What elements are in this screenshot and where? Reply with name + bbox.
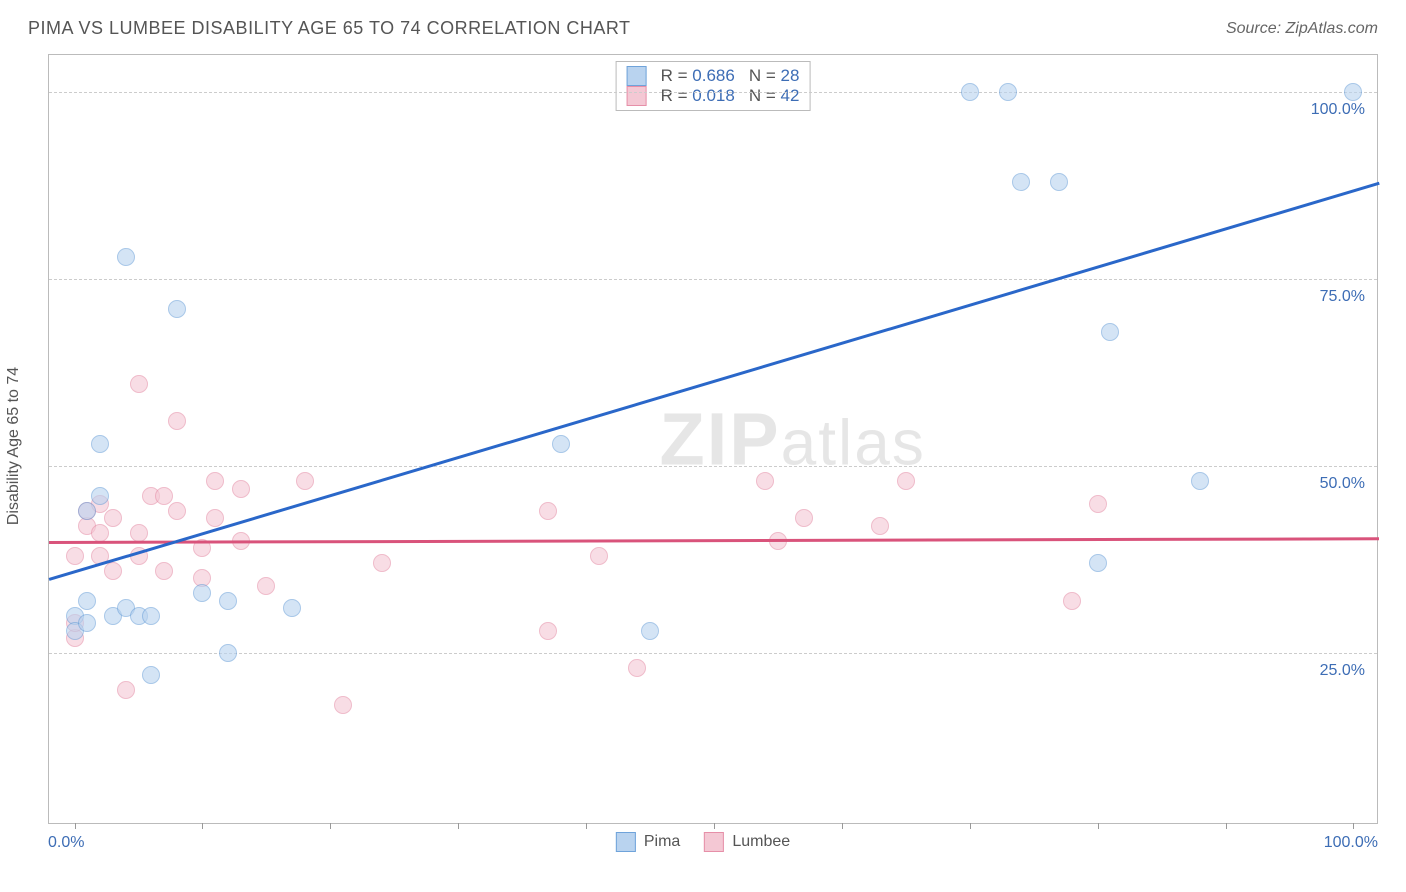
pima-point [193,584,211,602]
x-tick [1353,823,1354,829]
legend-row-lumbee: R = 0.018 N = 42 [627,86,800,106]
legend-label: Lumbee [732,833,790,851]
x-tick [202,823,203,829]
lumbee-point [539,622,557,640]
lumbee-point [590,547,608,565]
y-tick-label: 50.0% [1320,475,1365,493]
x-axis-max-label: 100.0% [1324,834,1378,852]
lumbee-swatch-icon [627,86,647,106]
x-tick [586,823,587,829]
lumbee-point [373,554,391,572]
lumbee-point [130,375,148,393]
pima-point [1050,173,1068,191]
pima-point [168,300,186,318]
watermark: ZIPatlas [660,397,926,482]
lumbee-point [104,509,122,527]
pima-point [219,644,237,662]
lumbee-point [897,472,915,490]
pima-point [1344,83,1362,101]
legend-item-lumbee: Lumbee [704,832,790,852]
source-label: Source: ZipAtlas.com [1226,20,1378,38]
lumbee-point [168,502,186,520]
pima-swatch-icon [616,832,636,852]
lumbee-swatch-icon [704,832,724,852]
legend-item-pima: Pima [616,832,680,852]
pima-point [117,248,135,266]
pima-point [78,614,96,632]
pima-point [78,592,96,610]
lumbee-point [296,472,314,490]
lumbee-point [257,577,275,595]
lumbee-point [91,524,109,542]
lumbee-point [66,547,84,565]
lumbee-n-value[interactable]: 42 [780,86,799,105]
pima-point [78,502,96,520]
pima-regression-line [49,182,1380,581]
pima-swatch-icon [627,66,647,86]
y-tick-label: 25.0% [1320,662,1365,680]
x-tick [458,823,459,829]
gridline [49,279,1377,280]
x-tick [330,823,331,829]
y-tick-label: 100.0% [1311,101,1365,119]
pima-point [1101,323,1119,341]
lumbee-point [539,502,557,520]
legend-row-pima: R = 0.686 N = 28 [627,66,800,86]
lumbee-point [1089,495,1107,513]
lumbee-point [628,659,646,677]
lumbee-point [117,681,135,699]
x-tick [1226,823,1227,829]
x-tick [1098,823,1099,829]
pima-point [552,435,570,453]
lumbee-point [206,472,224,490]
gridline [49,653,1377,654]
x-tick [970,823,971,829]
pima-r-value[interactable]: 0.686 [692,66,735,85]
x-tick [714,823,715,829]
lumbee-r-value[interactable]: 0.018 [692,86,735,105]
pima-point [283,599,301,617]
legend-series: Pima Lumbee [616,832,790,852]
pima-n-value[interactable]: 28 [780,66,799,85]
pima-point [219,592,237,610]
legend-label: Pima [644,833,680,851]
lumbee-point [795,509,813,527]
pima-point [961,83,979,101]
pima-point [1089,554,1107,572]
pima-point [91,435,109,453]
lumbee-point [104,562,122,580]
lumbee-point [206,509,224,527]
lumbee-point [155,562,173,580]
gridline [49,466,1377,467]
pima-point [999,83,1017,101]
pima-point [1012,173,1030,191]
lumbee-point [155,487,173,505]
pima-point [1191,472,1209,490]
lumbee-point [1063,592,1081,610]
y-axis-label: Disability Age 65 to 74 [5,367,23,525]
x-axis-min-label: 0.0% [48,834,84,852]
pima-point [641,622,659,640]
lumbee-point [334,696,352,714]
lumbee-point [168,412,186,430]
gridline [49,92,1377,93]
lumbee-point [232,480,250,498]
chart-title: PIMA VS LUMBEE DISABILITY AGE 65 TO 74 C… [28,18,631,39]
x-tick [842,823,843,829]
y-tick-label: 75.0% [1320,288,1365,306]
pima-point [142,607,160,625]
lumbee-point [756,472,774,490]
legend-correlation: R = 0.686 N = 28 R = 0.018 N = 42 [616,61,811,111]
x-tick [75,823,76,829]
pima-point [142,666,160,684]
chart-area: ZIPatlas R = 0.686 N = 28 R = 0.018 N = … [48,54,1378,824]
lumbee-point [871,517,889,535]
